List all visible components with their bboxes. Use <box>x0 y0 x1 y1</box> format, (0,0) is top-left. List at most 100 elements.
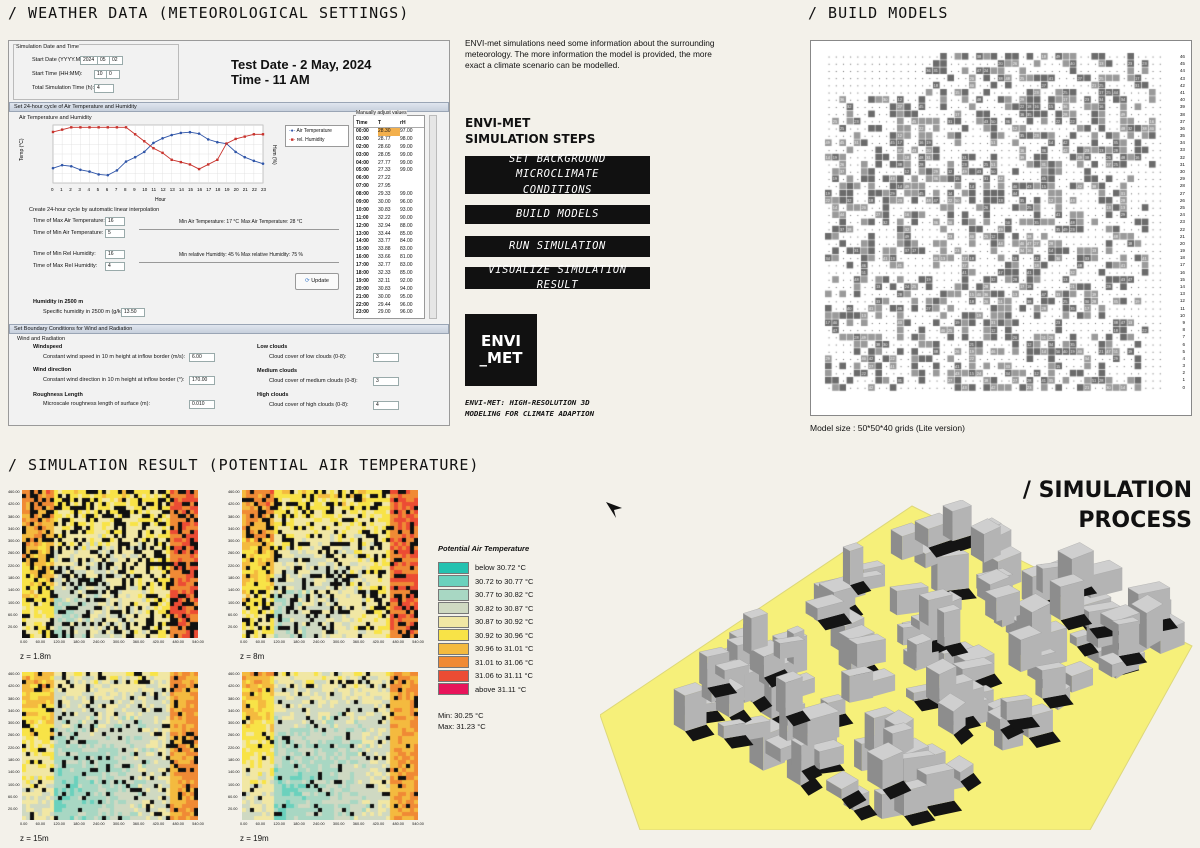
row-temperature[interactable]: 32.22 <box>378 214 391 221</box>
row-temperature[interactable]: 30.00 <box>378 293 391 300</box>
manual-table-row[interactable]: 07:00 27.95 <box>354 183 424 191</box>
row-humidity[interactable]: 84.00 <box>400 238 413 245</box>
table-scrollbar[interactable] <box>429 115 437 319</box>
total-time-input[interactable]: 4 <box>94 84 114 93</box>
row-time: 03:00 <box>356 151 369 158</box>
manual-table-row[interactable]: 17:00 32.77 83.00 <box>354 262 424 270</box>
row-temperature[interactable]: 28.60 <box>378 143 391 150</box>
row-humidity[interactable]: 81.00 <box>400 254 413 261</box>
row-temperature[interactable]: 32.94 <box>378 222 391 229</box>
manual-table-row[interactable]: 06:00 27.22 <box>354 175 424 183</box>
row-temperature[interactable]: 29.33 <box>378 191 391 198</box>
row-humidity[interactable]: 97.00 <box>400 128 413 134</box>
manual-table-row[interactable]: 01:00 28.77 98.00 <box>354 136 424 144</box>
row-temperature[interactable]: 30.83 <box>378 285 391 292</box>
row-humidity[interactable]: 92.00 <box>400 277 413 284</box>
row-humidity[interactable]: 96.00 <box>400 199 413 206</box>
row-humidity[interactable]: 94.00 <box>400 285 413 292</box>
row-temperature[interactable]: 29.00 <box>378 309 391 316</box>
manual-table-row[interactable]: 23:00 29.00 96.00 <box>354 309 424 317</box>
row-humidity[interactable]: 96.00 <box>400 301 413 308</box>
start-year-input[interactable]: 2024 <box>80 56 98 65</box>
row-temperature[interactable]: 30.83 <box>378 206 391 213</box>
row-temperature[interactable]: 32.11 <box>378 277 391 284</box>
min-hum-time-input[interactable]: 16 <box>105 250 125 259</box>
row-humidity[interactable]: 95.00 <box>400 293 413 300</box>
manual-table-row[interactable]: 11:00 32.22 90.00 <box>354 215 424 223</box>
manual-table-row[interactable]: 02:00 28.60 99.00 <box>354 144 424 152</box>
low-clouds-input[interactable]: 3 <box>373 353 399 362</box>
row-temperature[interactable]: 33.66 <box>378 254 391 261</box>
min-air-time-input[interactable]: 5 <box>105 229 125 238</box>
row-humidity[interactable]: 90.00 <box>400 214 413 221</box>
row-humidity[interactable]: 85.00 <box>400 230 413 237</box>
row-humidity[interactable]: 96.00 <box>400 309 413 316</box>
manual-table-row[interactable]: 18:00 32.33 85.00 <box>354 270 424 278</box>
spec-hum-input[interactable]: 13.50 <box>121 308 145 317</box>
row-temperature[interactable]: 28.30 <box>378 128 400 136</box>
row-humidity[interactable] <box>400 175 422 183</box>
manual-table-row[interactable]: 22:00 29.44 96.00 <box>354 302 424 310</box>
row-humidity[interactable]: 83.00 <box>400 246 413 253</box>
air-temp-slider[interactable] <box>139 229 339 230</box>
max-hum-time-input[interactable]: 4 <box>105 262 125 271</box>
row-humidity[interactable]: 85.00 <box>400 270 413 277</box>
row-temperature[interactable]: 29.44 <box>378 301 391 308</box>
row-temperature[interactable]: 27.95 <box>378 183 391 190</box>
building-front <box>998 529 1012 552</box>
row-temperature[interactable]: 27.22 <box>378 175 391 182</box>
wind-section-bar[interactable]: Set Boundary Conditions for Wind and Rad… <box>9 324 449 334</box>
row-temperature[interactable]: 33.44 <box>378 230 391 237</box>
row-temperature[interactable]: 28.77 <box>378 135 391 142</box>
medium-clouds-input[interactable]: 3 <box>373 377 399 386</box>
map-x-tick: 0.00 <box>20 822 28 826</box>
humidity-point <box>216 158 219 161</box>
manual-table-row[interactable]: 09:00 30.00 96.00 <box>354 199 424 207</box>
manual-table-row[interactable]: 08:00 29.33 99.00 <box>354 191 424 199</box>
row-humidity[interactable]: 99.00 <box>400 167 413 174</box>
max-air-time-input[interactable]: 16 <box>105 217 125 226</box>
manual-table-row[interactable]: 19:00 32.11 92.00 <box>354 278 424 286</box>
row-temperature[interactable]: 32.33 <box>378 270 391 277</box>
row-temperature[interactable]: 27.33 <box>378 167 391 174</box>
row-humidity[interactable]: 99.00 <box>400 159 413 166</box>
row-temperature[interactable]: 33.77 <box>378 238 391 245</box>
manual-table-row[interactable]: 16:00 33.66 81.00 <box>354 254 424 262</box>
humidity-point <box>79 126 82 129</box>
manual-table-row[interactable]: 05:00 27.33 99.00 <box>354 167 424 175</box>
manual-table-row[interactable]: 04:00 27.77 99.00 <box>354 160 424 168</box>
manual-table-row[interactable]: 13:00 33.44 85.00 <box>354 231 424 239</box>
winddir-input[interactable]: 170.00 <box>189 376 215 385</box>
windspeed-input[interactable]: 6.00 <box>189 353 215 362</box>
temperature-point <box>188 130 192 134</box>
update-button[interactable]: ⟳ Update <box>295 273 339 290</box>
air-section-bar[interactable]: Set 24-hour cycle of Air Temperature and… <box>9 102 449 112</box>
map-y-tick: 300.00 <box>8 721 20 726</box>
manual-table-row[interactable]: 12:00 32.94 88.00 <box>354 223 424 231</box>
row-humidity[interactable]: 88.00 <box>400 222 413 229</box>
manual-table-row[interactable]: 00:00 28.30 97.00 <box>354 128 424 136</box>
row-humidity[interactable]: 93.00 <box>400 206 413 213</box>
high-clouds-input[interactable]: 4 <box>373 401 399 410</box>
row-temperature[interactable]: 30.00 <box>378 199 391 206</box>
manual-table-row[interactable]: 21:00 30.00 95.00 <box>354 294 424 302</box>
row-humidity[interactable]: 99.00 <box>400 151 413 158</box>
humidity-slider[interactable] <box>139 262 339 263</box>
row-temperature[interactable]: 33.88 <box>378 246 391 253</box>
row-temperature[interactable]: 27.77 <box>378 159 391 166</box>
manual-table-row[interactable]: 20:00 30.83 94.00 <box>354 286 424 294</box>
row-humidity[interactable]: 83.00 <box>400 262 413 269</box>
manual-table-row[interactable]: 14:00 33.77 84.00 <box>354 238 424 246</box>
manual-table-row[interactable]: 10:00 30.83 93.00 <box>354 207 424 215</box>
start-minute-input[interactable]: 0 <box>106 70 120 79</box>
row-humidity[interactable]: 98.00 <box>400 135 413 142</box>
manual-table-row[interactable]: 15:00 33.88 83.00 <box>354 246 424 254</box>
start-day-input[interactable]: 02 <box>109 56 123 65</box>
row-temperature[interactable]: 32.77 <box>378 262 391 269</box>
row-humidity[interactable] <box>400 183 422 191</box>
manual-table-row[interactable]: 03:00 28.05 99.00 <box>354 152 424 160</box>
row-humidity[interactable]: 99.00 <box>400 143 413 150</box>
row-humidity[interactable]: 99.00 <box>400 191 413 198</box>
roughness-input[interactable]: 0.010 <box>189 400 215 409</box>
row-temperature[interactable]: 28.05 <box>378 151 391 158</box>
